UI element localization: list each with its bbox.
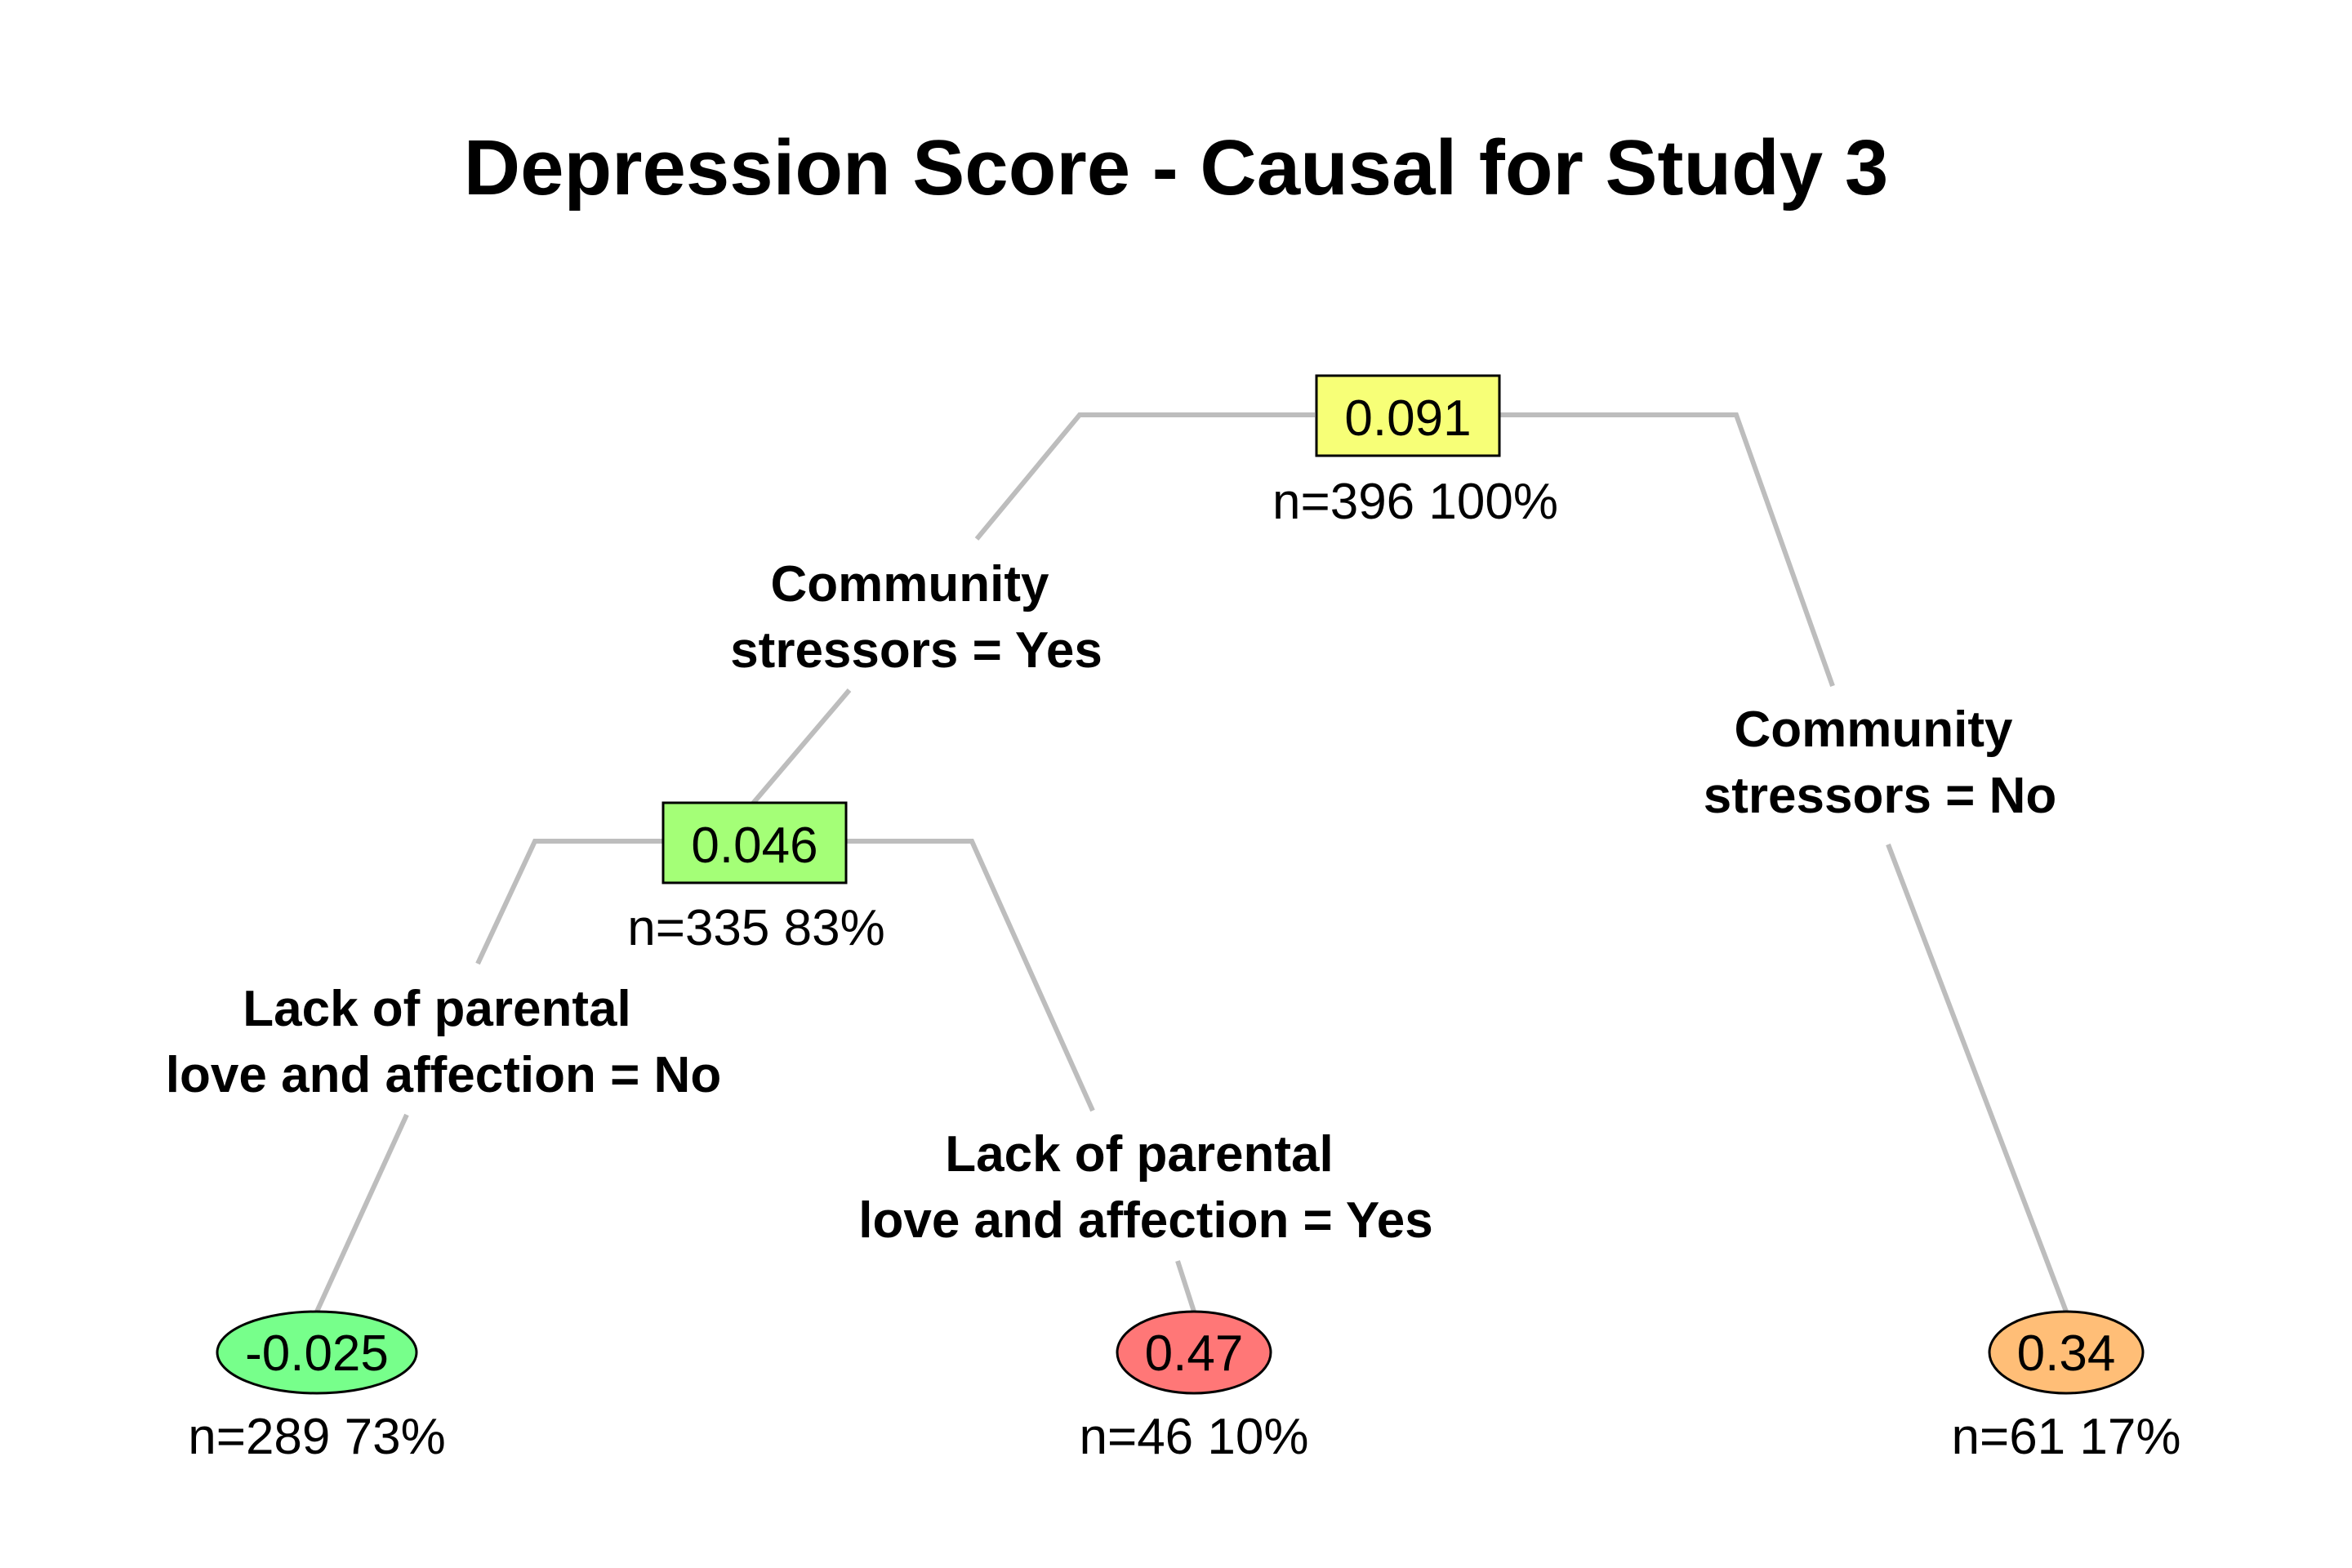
node-root: 0.091 n=396 100% <box>1272 374 1558 530</box>
split-label-line: love and affection = Yes <box>858 1192 1433 1249</box>
edge-root-left-lower <box>749 688 852 807</box>
split-label-line: Lack of parental <box>945 1126 1333 1183</box>
leaf-ellipse <box>1988 1310 2145 1395</box>
node-left: 0.046 n=335 83% <box>627 801 885 956</box>
edge-left-left-lower <box>314 1113 409 1313</box>
leaf-mid: 0.47 n=46 10% <box>1080 1310 1309 1465</box>
node-count: n=289 73% <box>188 1409 445 1465</box>
node-value: 0.34 <box>2017 1325 2116 1382</box>
split-label-line: stressors = Yes <box>730 622 1102 679</box>
node-count: n=61 17% <box>1952 1409 2181 1465</box>
split-label-line: Lack of parental <box>243 981 630 1037</box>
edge-left-right-upper <box>846 839 1095 1112</box>
node-value: 0.47 <box>1145 1325 1244 1382</box>
leaf-left: -0.025 n=289 73% <box>188 1310 446 1465</box>
split-label-line: love and affection = No <box>166 1047 721 1103</box>
split-label-root-left: Community stressors = Yes <box>730 556 1102 679</box>
split-label-line: stressors = No <box>1704 768 2057 824</box>
node-count: n=46 10% <box>1080 1409 1309 1465</box>
edge-left-left-upper <box>475 839 663 965</box>
edge-root-right-upper <box>1499 412 1835 688</box>
node-count: n=396 100% <box>1272 474 1558 530</box>
split-label-line: Community <box>1735 702 2014 758</box>
split-label-left-right: Lack of parental love and affection = Ye… <box>858 1126 1433 1249</box>
node-count: n=335 83% <box>627 900 884 956</box>
split-label-left-left: Lack of parental love and affection = No <box>166 981 721 1103</box>
page-title: Depression Score - Causal for Study 3 <box>464 124 1889 212</box>
edge-root-left-upper <box>974 412 1315 541</box>
node-box <box>662 801 848 884</box>
tree-edges <box>314 412 2069 1313</box>
edge-root-right-lower <box>1886 843 2069 1313</box>
split-label-line: Community <box>771 556 1050 612</box>
node-value: 0.046 <box>691 817 817 874</box>
leaf-right: 0.34 n=61 17% <box>1952 1310 2181 1465</box>
leaf-ellipse <box>216 1310 418 1395</box>
node-value: -0.025 <box>245 1325 389 1382</box>
node-box <box>1315 374 1501 457</box>
edge-left-right-lower <box>1175 1260 1196 1312</box>
node-value: 0.091 <box>1344 390 1471 447</box>
split-label-root-right: Community stressors = No <box>1704 702 2057 824</box>
leaf-ellipse <box>1116 1310 1272 1395</box>
